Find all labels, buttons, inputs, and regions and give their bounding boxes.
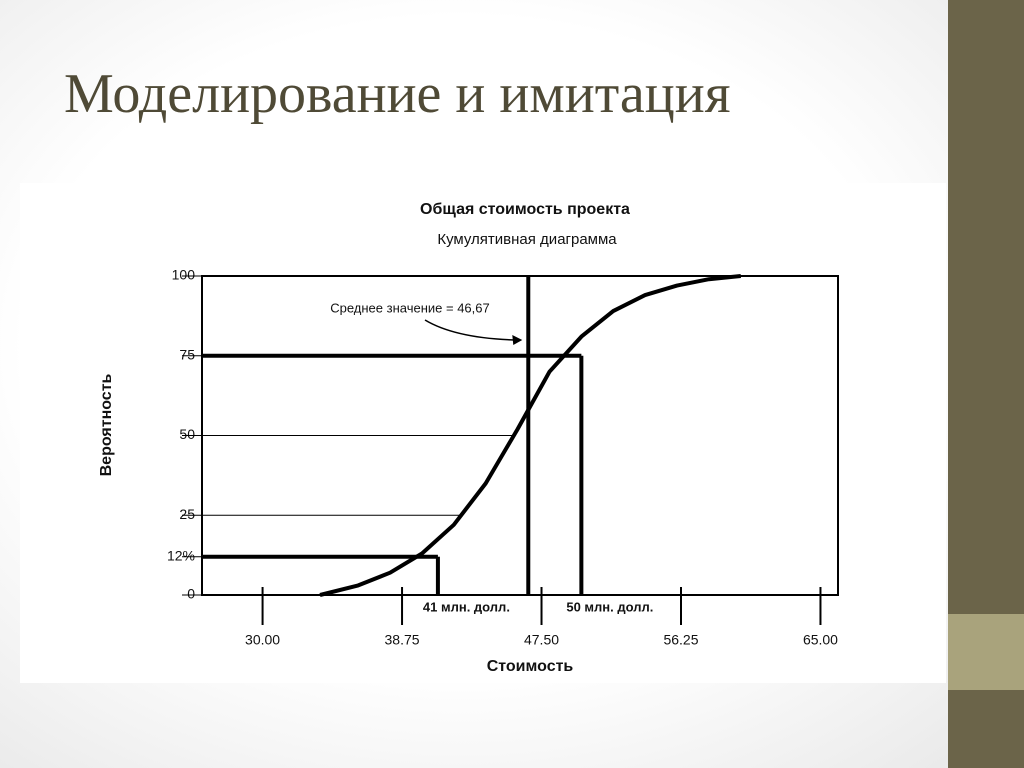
y-tick-label: 50	[179, 426, 195, 442]
x-tick-label: 30.00	[245, 632, 280, 648]
line-series	[319, 274, 741, 597]
chart-subtitle: Кумулятивная диаграмма	[437, 231, 617, 248]
mean-annotation: Среднее значение = 46,67	[330, 300, 490, 315]
marker-label: 41 млн. долл.	[423, 599, 510, 614]
x-axis-label: Стоимость	[487, 658, 574, 675]
side-strip-accent	[948, 614, 1024, 690]
chart-background	[20, 183, 946, 683]
y-axis-label: Вероятность	[98, 373, 115, 476]
y-tick-label: 0	[187, 586, 195, 602]
y-tick-label: 100	[172, 267, 196, 283]
x-tick-label: 38.75	[385, 632, 420, 648]
x-tick-label: 65.00	[803, 632, 838, 648]
chart-title: Общая стоимость проекта	[420, 201, 630, 218]
y-tick-label: 12%	[167, 547, 195, 563]
y-tick-label: 75	[179, 346, 195, 362]
annotation-arrowhead	[512, 335, 523, 345]
marker-label: 50 млн. долл.	[566, 599, 653, 614]
x-tick-label: 47.50	[524, 632, 559, 648]
x-tick-label: 56.25	[663, 632, 698, 648]
y-tick-label: 25	[179, 506, 195, 522]
annotation-arrow	[424, 319, 515, 341]
slide-title: Моделирование и имитация	[64, 63, 731, 125]
